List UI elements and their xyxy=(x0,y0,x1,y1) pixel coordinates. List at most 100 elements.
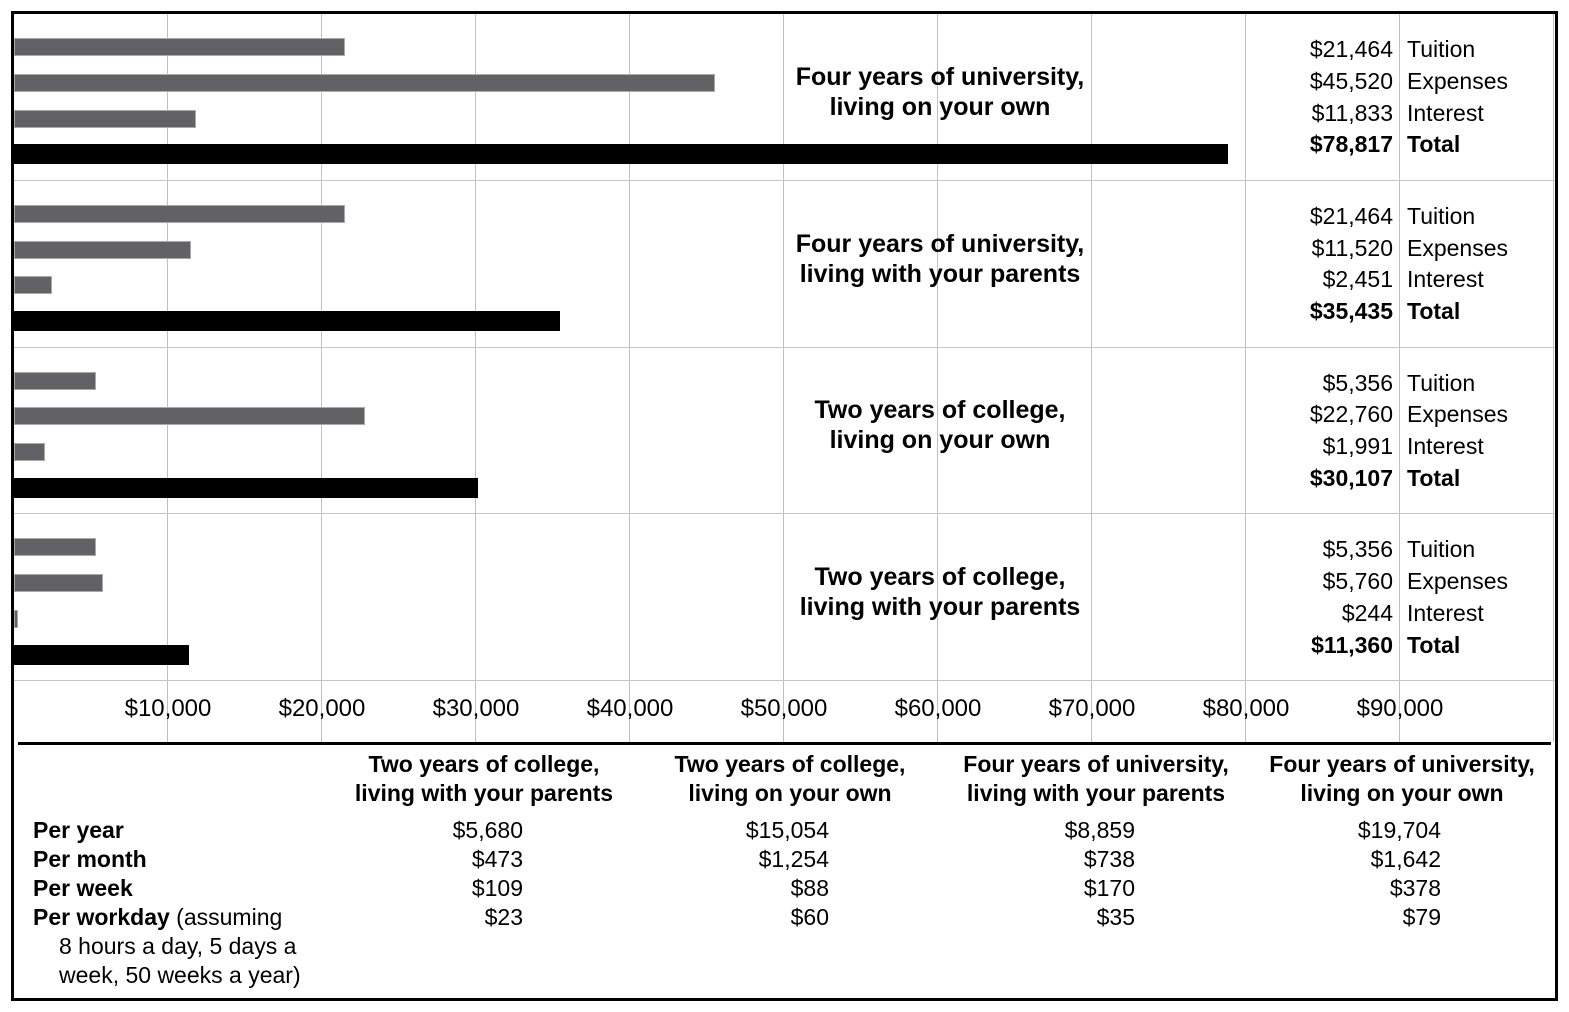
value-label: $5,760 xyxy=(1322,568,1393,595)
row-label: Per workday (assuming xyxy=(14,903,331,932)
chart-group-college-own: Two years of college, living on your own… xyxy=(14,348,1555,515)
value-label: $2,451 xyxy=(1322,266,1393,293)
group-categories: Tuition Expenses Interest Total xyxy=(1407,368,1508,495)
category-label: Interest xyxy=(1407,433,1484,460)
cell-value: $23 xyxy=(484,904,523,930)
bar-row xyxy=(14,407,1555,439)
category-label-total: Total xyxy=(1407,631,1461,658)
bar-tuition xyxy=(14,538,96,557)
table-header-line: Two years of college, xyxy=(674,751,906,777)
group-title: Four years of university, living with yo… xyxy=(754,229,1126,289)
category-label: Tuition xyxy=(1407,202,1476,229)
cell-value: $35 xyxy=(1096,904,1135,930)
table-header-line: Two years of college, xyxy=(368,751,600,777)
table-header-line: Four years of university, xyxy=(1269,751,1535,777)
x-tick: $80,000 xyxy=(1202,695,1290,722)
table-header: Four years of university, living on your… xyxy=(1249,750,1555,808)
category-label: Interest xyxy=(1407,99,1484,126)
bar-row xyxy=(14,109,1555,142)
x-tick: $40,000 xyxy=(586,695,674,722)
group-values: $21,464 $45,520 $11,833 $78,817 xyxy=(1173,34,1393,161)
value-label: $21,464 xyxy=(1309,36,1393,62)
table-row-per-week: Per week $109 $88 $170 $378 xyxy=(14,874,1555,903)
row-label: Per week xyxy=(33,875,133,901)
table-row-per-month: Per month $473 $1,254 $738 $1,642 xyxy=(14,845,1555,874)
group-values: $21,464 $11,520 $2,451 $35,435 xyxy=(1173,201,1393,328)
gridlines xyxy=(14,14,1555,742)
bar-total xyxy=(14,311,560,332)
value-label: $22,760 xyxy=(1309,401,1393,428)
group-values: $5,356 $22,760 $1,991 $30,107 xyxy=(1173,368,1393,495)
bar-rows xyxy=(14,181,1555,347)
bar-row xyxy=(14,276,1555,308)
row-label: Per year xyxy=(33,817,124,843)
x-tick: $90,000 xyxy=(1356,695,1444,722)
bar-rows xyxy=(14,514,1555,680)
value-label: $5,356 xyxy=(1322,536,1393,563)
x-tick: $30,000 xyxy=(432,695,520,722)
table-row-per-year: Per year $5,680 $15,054 $8,859 $19,704 xyxy=(14,816,1555,845)
cell-value: $15,054 xyxy=(745,817,829,843)
bar-row xyxy=(14,477,1555,510)
row-label-text: Per workday xyxy=(33,904,170,930)
category-label: Expenses xyxy=(1407,67,1509,94)
category-label-total: Total xyxy=(1407,131,1461,158)
group-title-line: living on your own xyxy=(829,92,1051,121)
chart-group-univ-parents: Four years of university, living with yo… xyxy=(14,181,1555,348)
table-row-per-workday: Per workday (assuming $23 $60 $35 $79 xyxy=(14,903,1555,932)
bar-row xyxy=(14,443,1555,475)
bar-tuition xyxy=(14,38,345,56)
figure-canvas: Four years of university, living on your… xyxy=(14,14,1555,998)
bar-row xyxy=(14,644,1555,677)
value-label: $11,833 xyxy=(1311,99,1393,126)
group-title-line: Two years of college, xyxy=(814,563,1066,592)
table-header-row: Two years of college, living with your p… xyxy=(14,750,1555,808)
bar-interest xyxy=(14,109,196,128)
bar-row xyxy=(14,609,1555,642)
bar-row xyxy=(14,240,1555,273)
cell-value: $19,704 xyxy=(1357,817,1441,843)
cell-value: $738 xyxy=(1083,846,1135,872)
group-categories: Tuition Expenses Interest Total xyxy=(1407,201,1508,328)
category-label: Interest xyxy=(1407,599,1484,626)
cell-value: $109 xyxy=(471,875,523,901)
bar-row xyxy=(14,38,1555,70)
value-label: $5,356 xyxy=(1322,369,1393,396)
cell-value: $79 xyxy=(1402,904,1441,930)
bar-interest xyxy=(14,443,45,462)
chart-group-college-parents: Two years of college, living with your p… xyxy=(14,514,1555,681)
value-label-total: $30,107 xyxy=(1309,464,1393,491)
group-title-line: Four years of university, xyxy=(795,229,1085,258)
cell-value: $60 xyxy=(790,904,829,930)
bar-rows xyxy=(14,348,1555,514)
bar-tuition xyxy=(14,204,345,223)
cell-value: $473 xyxy=(471,846,523,872)
bar-chart: Four years of university, living on your… xyxy=(14,14,1555,742)
cell-value: $5,680 xyxy=(452,817,523,843)
x-axis: $10,000 $20,000 $30,000 $40,000 $50,000 … xyxy=(14,681,1555,742)
value-label: $11,520 xyxy=(1311,234,1393,261)
table-header-line: living with your parents xyxy=(354,780,614,806)
cell-value: $378 xyxy=(1389,875,1441,901)
value-label-total: $11,360 xyxy=(1311,631,1393,658)
table-header-line: living with your parents xyxy=(966,780,1226,806)
bar-expenses xyxy=(14,574,103,593)
value-label: $45,520 xyxy=(1309,67,1393,94)
x-tick: $10,000 xyxy=(124,695,212,722)
category-label: Expenses xyxy=(1407,234,1509,261)
table-header-line: living on your own xyxy=(1300,780,1504,806)
table-header-line: living on your own xyxy=(688,780,892,806)
table-header: Four years of university, living with yo… xyxy=(943,750,1249,808)
assumption-note-line: week, 50 weeks a year) xyxy=(59,962,301,988)
category-label: Expenses xyxy=(1407,401,1509,428)
figure-border: Four years of university, living on your… xyxy=(11,11,1558,1001)
bar-expenses xyxy=(14,73,715,92)
bar-row xyxy=(14,371,1555,404)
bar-expenses xyxy=(14,240,191,259)
bar-interest xyxy=(14,276,52,295)
value-label-total: $78,817 xyxy=(1309,131,1393,158)
bar-row xyxy=(14,538,1555,570)
bar-row xyxy=(14,311,1555,343)
bar-total xyxy=(14,477,478,498)
group-title-line: Two years of college, xyxy=(814,396,1066,425)
